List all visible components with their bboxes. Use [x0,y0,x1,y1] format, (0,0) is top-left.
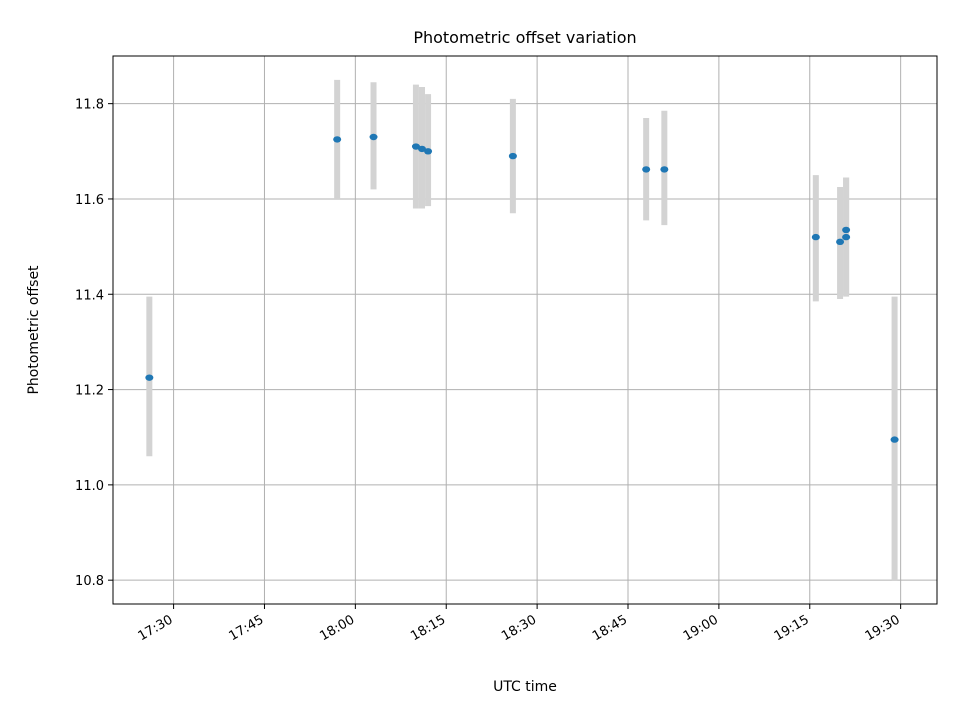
data-point [642,166,651,173]
data-point [145,374,154,381]
data-point [842,226,851,234]
y-axis: 10.8 11.0 11.2 11.4 11.6 11.8 [75,98,113,589]
data-point [890,436,899,443]
grid [113,56,937,604]
data-point [424,148,433,155]
plot-frame [112,55,938,605]
y-tick-label: 11.4 [75,288,104,303]
data-point [333,136,342,143]
y-tick-label: 11.2 [75,384,104,399]
data-point [836,238,845,246]
data-point [842,233,851,241]
y-tick-label: 10.8 [75,574,104,589]
data-points [145,133,899,443]
y-axis-label: Photometric offset [26,265,42,395]
data-point [411,143,420,150]
y-tick-label: 11.0 [75,479,104,494]
data-point [369,133,378,141]
data-point [811,233,820,241]
chart-title: Photometric offset variation [413,28,636,47]
y-tick-label: 11.6 [75,193,104,208]
data-point [508,152,517,160]
y-tick-label: 11.8 [75,98,104,113]
x-axis-label: UTC time [493,679,557,695]
data-point [418,145,426,153]
data-point [660,166,669,173]
